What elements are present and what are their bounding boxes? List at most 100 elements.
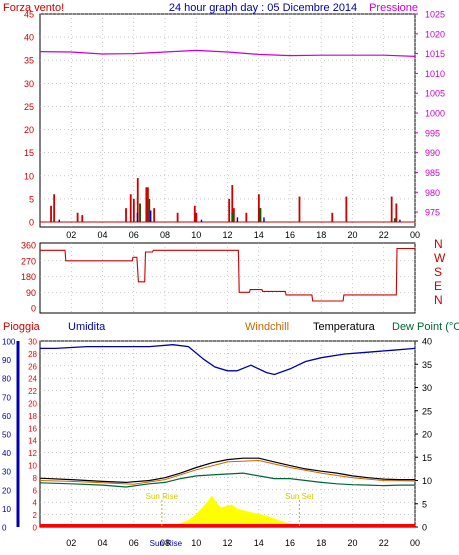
wind-bar bbox=[345, 196, 348, 222]
compass-label: W bbox=[434, 251, 446, 265]
x-tick-label: 06 bbox=[129, 230, 139, 240]
temp-tick-label: 5 bbox=[422, 499, 427, 509]
temperature-line bbox=[39, 457, 415, 484]
humidity-tick-label: 20 bbox=[2, 486, 11, 495]
wind-bar bbox=[390, 196, 393, 222]
direction-line bbox=[40, 247, 415, 302]
x-tick-label-bottom: 18 bbox=[316, 538, 326, 548]
wind-bar bbox=[153, 208, 156, 222]
pressure-tick-label: 995 bbox=[425, 128, 440, 138]
gust-bar-blue bbox=[399, 219, 401, 222]
gust-bar-green bbox=[393, 218, 396, 222]
wind-tick-label: 30 bbox=[24, 79, 34, 89]
x-tick-label: 20 bbox=[347, 230, 357, 240]
wind-bar bbox=[231, 185, 234, 222]
wind-bar bbox=[147, 187, 149, 222]
x-tick-label-bottom: 14 bbox=[254, 538, 264, 548]
windchill-label: Windchill bbox=[245, 321, 289, 333]
temp-tick-label: 15 bbox=[422, 453, 432, 463]
pressure-label: Pressione bbox=[369, 2, 418, 14]
wind-pressure-grid bbox=[40, 13, 416, 227]
humidity-tick-label: 10 bbox=[2, 505, 11, 514]
wind-tick-label: 40 bbox=[24, 33, 34, 43]
rain-tick-label: 22 bbox=[28, 387, 37, 396]
compass-label: E bbox=[434, 279, 442, 293]
wind-bar bbox=[129, 194, 132, 222]
x-tick-label: 00 bbox=[410, 230, 420, 240]
wind-tick-label: 45 bbox=[24, 10, 34, 20]
rain-label: Pioggia bbox=[3, 321, 41, 333]
sunrise-bottom-label: Sun Rise bbox=[150, 539, 183, 548]
temp-tick-label: 35 bbox=[422, 360, 432, 370]
dew-point-line bbox=[39, 472, 415, 488]
gust-bar-blue bbox=[200, 219, 203, 222]
rain-tick-label: 16 bbox=[28, 424, 37, 433]
humidity-line bbox=[40, 344, 416, 376]
x-tick-label-bottom: 08 bbox=[160, 538, 170, 548]
rain-tick-label: 30 bbox=[28, 338, 37, 347]
x-tick-label-bottom: 06 bbox=[129, 538, 139, 548]
humidity-tick-label: 90 bbox=[2, 356, 11, 365]
humidity-tick-label: 0 bbox=[2, 524, 7, 533]
wind-bar bbox=[395, 203, 398, 222]
temperature-label: Temperatura bbox=[313, 321, 376, 333]
wind-bar bbox=[81, 215, 84, 222]
rain-tick-label: 20 bbox=[28, 400, 37, 409]
gust-bar-green bbox=[231, 212, 234, 222]
x-tick-label: 12 bbox=[222, 230, 232, 240]
gust-bar-green bbox=[148, 198, 151, 222]
direction-tick-label: 360 bbox=[21, 241, 36, 251]
wind-bar bbox=[245, 212, 248, 222]
gust-bar-green bbox=[139, 203, 141, 222]
x-tick-label-bottom: 22 bbox=[379, 538, 389, 548]
wind-direction-grid bbox=[40, 243, 416, 313]
pressure-tick-label: 975 bbox=[425, 208, 440, 218]
pressure-tick-label: 1015 bbox=[425, 49, 445, 59]
temp-tick-label: 30 bbox=[422, 383, 432, 393]
rain-tick-label: 24 bbox=[28, 375, 37, 384]
rain-tick-label: 8 bbox=[33, 474, 38, 483]
humidity-tick-label: 30 bbox=[2, 468, 11, 477]
rain-tick-label: 26 bbox=[28, 362, 37, 371]
x-tick-label: 22 bbox=[379, 230, 389, 240]
windchill-line bbox=[39, 459, 416, 485]
pressure-tick-label: 980 bbox=[425, 188, 440, 198]
compass-label: S bbox=[434, 265, 442, 279]
rain-tick-label: 2 bbox=[33, 511, 38, 520]
x-tick-label: 14 bbox=[254, 230, 264, 240]
wind-bar bbox=[53, 194, 56, 222]
wind-pressure-data bbox=[39, 49, 416, 223]
x-tick-label-bottom: 04 bbox=[97, 538, 107, 548]
wind-pressure-frame bbox=[39, 13, 416, 228]
wind-direction-frame bbox=[39, 242, 416, 314]
solar-area bbox=[163, 495, 303, 527]
direction-tick-label: 90 bbox=[26, 288, 36, 298]
pressure-tick-label: 1025 bbox=[425, 10, 445, 20]
rain-temp-ticks: 0246810121416182022242628300102030405060… bbox=[2, 337, 432, 549]
temp-tick-label: 10 bbox=[422, 476, 432, 486]
wind-bar bbox=[125, 208, 127, 222]
wind-tick-label: 0 bbox=[29, 218, 34, 228]
rain-tick-label: 18 bbox=[28, 412, 37, 421]
x-tick-label: 10 bbox=[191, 230, 201, 240]
humidity-tick-label: 100 bbox=[2, 338, 16, 347]
wind-bar bbox=[50, 205, 52, 222]
rain-tick-label: 4 bbox=[33, 499, 38, 508]
humidity-label: Umidita bbox=[68, 321, 106, 333]
x-tick-label-bottom: 02 bbox=[66, 538, 76, 548]
wind-tick-label: 25 bbox=[24, 102, 34, 112]
x-tick-label-bottom: 10 bbox=[191, 538, 201, 548]
direction-tick-label: 0 bbox=[31, 304, 36, 314]
compass-label: N bbox=[434, 237, 443, 251]
wind-tick-label: 35 bbox=[24, 56, 34, 66]
wind-force-label: Forza vento! bbox=[3, 2, 64, 14]
gust-bar-blue bbox=[136, 212, 139, 222]
wind-tick-label: 10 bbox=[24, 171, 34, 181]
wind-tick-label: 20 bbox=[24, 125, 34, 135]
x-tick-label-bottom: 12 bbox=[222, 538, 232, 548]
wind-bar bbox=[193, 205, 196, 222]
direction-tick-label: 270 bbox=[21, 256, 36, 266]
x-tick-label: 18 bbox=[316, 230, 326, 240]
wind-pressure-ticks: 0510152025303540459759809859909951000100… bbox=[24, 10, 445, 241]
gust-bar-blue bbox=[236, 217, 239, 222]
